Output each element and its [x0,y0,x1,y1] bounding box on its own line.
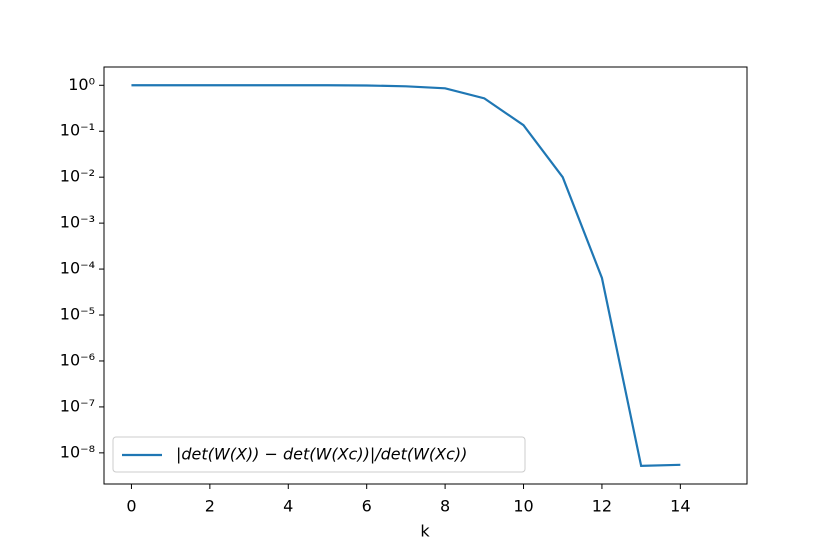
y-tick-label: 10⁻⁷ [60,396,95,415]
y-tick-label: 10⁻⁶ [60,350,95,369]
y-tick-label: 10⁻⁸ [60,442,95,461]
x-axis-label: k [420,522,430,541]
legend-label: |det(W(X)) − det(W(Xc))|/det(W(Xc)) [176,445,467,464]
y-tick-label: 10⁻¹ [60,121,95,140]
y-tick-label: 10⁰ [68,75,95,94]
x-tick-label: 6 [362,497,372,516]
legend-box [112,436,526,473]
y-tick-label: 10⁻⁵ [60,305,95,324]
x-tick-label: 10 [513,497,533,516]
x-tick-label: 2 [205,497,215,516]
y-tick-label: 10⁻³ [60,213,95,232]
x-tick-label: 12 [592,497,612,516]
y-tick-label: 10⁻⁴ [60,259,95,278]
x-tick-label: 14 [670,497,690,516]
y-tick-label: 10⁻² [60,167,95,186]
x-tick-label: 0 [126,497,136,516]
x-tick-label: 4 [283,497,293,516]
data-line [131,84,681,468]
plot-frame [103,66,748,485]
x-tick-label: 8 [440,497,450,516]
